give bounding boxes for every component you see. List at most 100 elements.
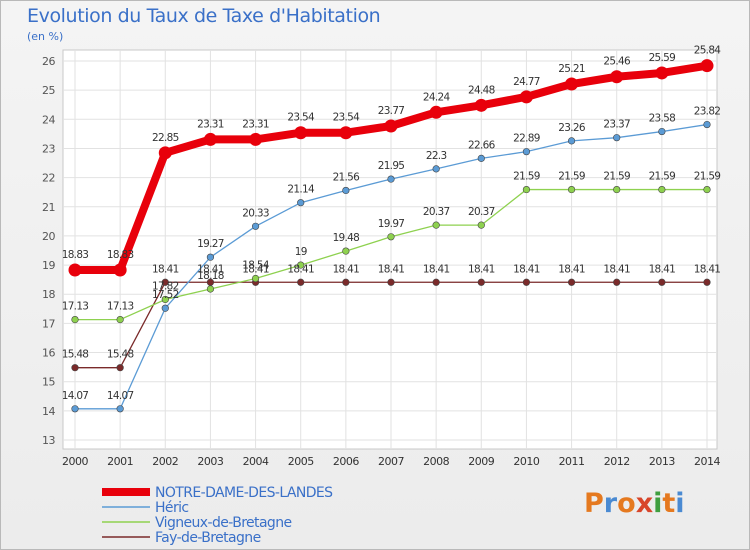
y-tick-label: 17 [42, 317, 55, 330]
data-point [342, 247, 350, 255]
x-tick-label: 2010 [513, 455, 539, 468]
data-label: 23.31 [197, 118, 224, 130]
data-label: 23.58 [649, 113, 676, 125]
y-tick-label: 23 [42, 142, 55, 155]
data-label: 25.21 [558, 63, 585, 75]
data-label: 23.77 [378, 105, 405, 117]
x-tick-label: 2011 [559, 455, 585, 468]
data-point [567, 137, 576, 145]
data-point [432, 165, 440, 173]
data-label: 22.85 [152, 132, 179, 144]
data-point [71, 315, 79, 324]
data-point [297, 261, 305, 269]
y-tick-label: 26 [42, 55, 55, 68]
data-point [387, 175, 395, 183]
data-point [522, 185, 531, 194]
x-tick-label: 2009 [468, 455, 494, 468]
x-tick-label: 2013 [649, 455, 675, 468]
legend-label: Héric [155, 500, 188, 516]
data-label: 23.26 [558, 122, 586, 134]
data-point [116, 364, 124, 372]
data-point [206, 253, 215, 261]
data-point [700, 59, 714, 73]
data-label: 23.54 [287, 112, 315, 124]
data-point [71, 364, 79, 372]
data-label: 25.84 [694, 45, 722, 57]
data-label: 19.48 [333, 232, 360, 244]
data-label: 21.59 [694, 171, 721, 183]
data-label: 20.37 [423, 206, 450, 218]
data-label: 19 [295, 246, 307, 258]
x-tick-label: 2007 [378, 455, 404, 468]
data-label: 24.77 [513, 76, 540, 88]
data-label: 17.82 [152, 280, 179, 292]
data-label: 18.41 [468, 263, 495, 275]
data-point [206, 285, 215, 293]
data-point [342, 186, 350, 195]
data-point [116, 405, 124, 413]
x-tick-label: 2004 [243, 455, 269, 468]
data-label: 18.83 [107, 249, 134, 261]
data-label: 25.59 [649, 52, 676, 64]
data-label: 18.83 [62, 249, 89, 261]
legend-label: Vigneux-de-Bretagne [155, 515, 292, 531]
y-tick-label: 15 [42, 376, 55, 389]
logo-letter: t [662, 488, 676, 519]
data-point [658, 127, 666, 136]
data-label: 24.48 [468, 84, 495, 96]
data-point [565, 77, 579, 91]
data-point [432, 278, 440, 286]
data-label: 18.41 [378, 263, 405, 275]
data-label: 23.37 [603, 119, 630, 131]
data-label: 17.13 [107, 301, 134, 313]
data-label: 21.56 [333, 171, 361, 183]
data-point [251, 274, 260, 283]
data-point [251, 222, 260, 230]
data-label: 18.18 [197, 270, 224, 282]
y-tick-label: 18 [42, 288, 55, 301]
y-tick-label: 21 [42, 201, 55, 214]
data-point [703, 185, 711, 194]
logo-letter: r [603, 488, 618, 519]
data-point [658, 185, 666, 194]
data-point [342, 278, 350, 286]
y-tick-label: 20 [42, 230, 55, 243]
data-point [522, 278, 531, 286]
data-label: 22.3 [426, 150, 447, 162]
data-label: 23.54 [333, 112, 361, 124]
data-point [613, 185, 621, 194]
data-label: 25.46 [603, 56, 631, 68]
data-label: 23.31 [242, 118, 269, 130]
legend-label: Fay-de-Bretagne [155, 530, 261, 546]
data-point [522, 148, 531, 156]
data-label: 21.59 [603, 171, 630, 183]
y-tick-label: 24 [42, 113, 55, 126]
data-point [387, 278, 395, 286]
data-label: 22.89 [513, 133, 540, 145]
y-tick-label: 22 [42, 172, 55, 185]
proxiti-logo: Proxiti [584, 488, 685, 519]
data-point [161, 295, 169, 304]
x-tick-label: 2005 [288, 455, 314, 468]
data-label: 18.41 [287, 263, 314, 275]
data-point [432, 221, 440, 229]
data-label: 18.54 [242, 259, 270, 271]
data-point [297, 199, 305, 207]
chart-subtitle: (en %) [27, 30, 64, 43]
data-label: 14.07 [62, 390, 89, 402]
data-point [474, 98, 488, 112]
data-label: 21.59 [513, 171, 540, 183]
logo-letter: x [635, 488, 654, 519]
data-point [613, 134, 621, 142]
data-point [161, 278, 169, 286]
logo-letter: P [584, 488, 604, 519]
data-label: 14.07 [107, 390, 134, 402]
data-point [339, 126, 353, 140]
data-label: 20.37 [468, 206, 495, 218]
data-point [610, 70, 624, 84]
x-tick-label: 2003 [197, 455, 223, 468]
data-point [703, 278, 711, 286]
x-tick-label: 2014 [694, 455, 720, 468]
data-label: 18.41 [197, 263, 224, 275]
data-point [158, 146, 172, 160]
